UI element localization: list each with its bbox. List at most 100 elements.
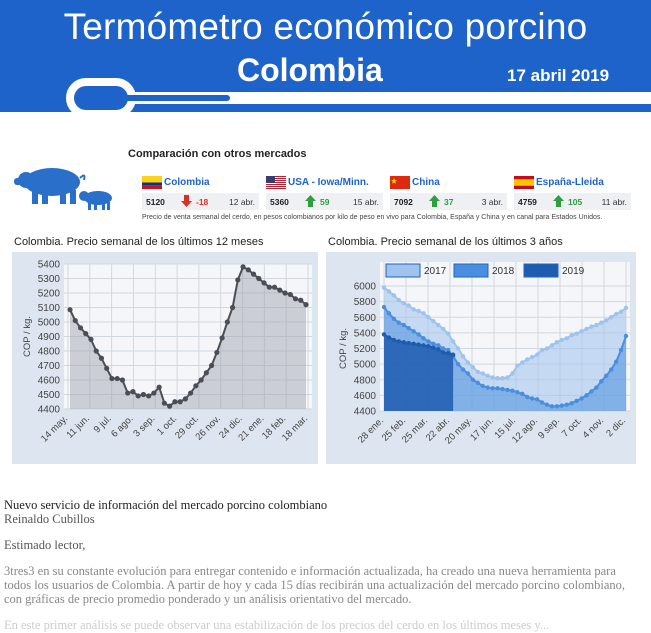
series-area-2019 <box>384 334 454 411</box>
data-point-2018 <box>599 379 604 384</box>
data-point-2018 <box>455 361 461 367</box>
spain-flag-icon <box>514 176 534 189</box>
data-point-2018 <box>495 386 500 391</box>
data-point <box>266 284 272 290</box>
data-point <box>193 383 199 389</box>
data-point <box>98 355 105 361</box>
y-axis-label: COP / kg. <box>338 328 349 369</box>
data-point-2018 <box>604 373 609 379</box>
data-point-2018 <box>470 377 476 382</box>
data-point-2018 <box>549 404 555 409</box>
market-price: 5120 <box>146 197 165 207</box>
data-point <box>156 384 162 390</box>
x-tick-label: 2 dic. <box>604 415 628 439</box>
data-point <box>292 296 299 302</box>
series-line <box>69 265 307 408</box>
y-tick-label: 4800 <box>354 375 377 386</box>
data-point-2017 <box>505 375 510 380</box>
data-point-2017 <box>520 360 525 365</box>
data-point <box>72 317 78 324</box>
market-price: 7092 <box>394 197 413 207</box>
market-usa: USA - Iowa/Minn. 5360 59 15 abr. <box>266 175 383 211</box>
market-name: España-Lleida <box>536 177 604 188</box>
data-point <box>109 375 115 382</box>
legend-label-2018: 2018 <box>492 266 515 277</box>
chart2-title: Colombia. Precio semanal de los últimos … <box>328 236 563 248</box>
market-name: Colombia <box>164 177 210 188</box>
data-point-2018 <box>515 390 520 395</box>
data-point-2019 <box>421 343 426 348</box>
data-point-2017 <box>529 354 535 360</box>
data-point-2019 <box>436 347 441 352</box>
pig-icon <box>14 168 112 210</box>
article-title: Nuevo servicio de información del mercad… <box>4 498 328 512</box>
page-title: Termómetro económico porcino <box>63 6 588 47</box>
data-point-2017 <box>613 311 619 317</box>
data-point-2017 <box>604 318 609 323</box>
y-tick-label: 4400 <box>354 407 377 418</box>
data-point-2018 <box>485 385 490 390</box>
data-point-2018 <box>386 311 392 316</box>
data-point <box>114 375 120 382</box>
data-point-2017 <box>559 337 564 343</box>
data-point-2017 <box>495 375 500 381</box>
x-tick-label: 9 sep. <box>536 415 562 441</box>
data-point-2017 <box>584 326 589 332</box>
data-point-2018 <box>431 341 436 347</box>
data-point-2019 <box>426 343 431 349</box>
data-point <box>182 396 188 402</box>
data-point-2018 <box>441 346 446 351</box>
y-tick-label: 5600 <box>354 313 377 324</box>
data-point <box>282 290 288 296</box>
data-point-2017 <box>406 303 411 308</box>
data-point <box>250 271 257 277</box>
data-point-2018 <box>520 391 525 397</box>
article-faded-text: En este primer análisis se puede observa… <box>4 618 550 632</box>
x-tick-label: 6 ago. <box>109 413 135 439</box>
data-point-2019 <box>391 337 397 343</box>
data-point-2018 <box>475 380 481 386</box>
market-spain: España-Lleida 4759 105 11 abr. <box>514 175 631 211</box>
header-banner: Termómetro económico porcino Colombia 17… <box>0 0 651 118</box>
chart2-svg: 4400 4600 4800 5000 5200 5400 5600 5800 6000 28 e… <box>338 262 630 447</box>
legend-swatch-2018 <box>453 263 489 278</box>
y-tick-label: 5100 <box>38 303 61 314</box>
chart1-panel: 4400 4500 4600 4700 4800 4900 5000 5100 5200 5300… <box>12 252 318 464</box>
article-greeting: Estimado lector, <box>4 538 86 552</box>
data-point-2017 <box>515 363 520 368</box>
market-change: 105 <box>568 197 583 207</box>
data-point-2018 <box>554 404 560 409</box>
market-colombia: Colombia 5120 -18 12 abr. <box>142 175 259 211</box>
data-point-2018 <box>416 332 421 337</box>
data-point <box>298 297 304 303</box>
data-point <box>140 391 147 398</box>
data-point-2018 <box>564 402 569 407</box>
y-tick-label: 4600 <box>38 376 61 387</box>
data-point-2018 <box>544 402 550 407</box>
data-point-2019 <box>386 335 392 340</box>
market-china: China 7092 37 3 abr. <box>390 175 507 211</box>
data-point-2017 <box>421 311 426 316</box>
article: Nuevo servicio de información del mercad… <box>4 498 644 632</box>
data-point <box>119 377 126 383</box>
data-point-2017 <box>446 331 451 336</box>
y-tick-label: 5200 <box>354 344 377 355</box>
data-point-2017 <box>599 320 604 325</box>
y-tick-label: 4800 <box>38 347 61 358</box>
data-point <box>219 335 225 341</box>
x-tick-label: 11 jun. <box>64 413 91 440</box>
arrow-up-icon <box>553 195 564 207</box>
data-point-2017 <box>554 340 560 345</box>
data-point <box>172 399 178 405</box>
x-tick-label: 4 nov. <box>581 415 607 441</box>
x-tick-label: 26 nov. <box>194 413 223 442</box>
data-point-2018 <box>446 347 451 353</box>
data-point <box>261 280 267 286</box>
data-point-2018 <box>510 388 515 393</box>
arrow-down-icon <box>181 195 192 207</box>
data-point <box>67 307 73 313</box>
data-point-2017 <box>485 373 490 379</box>
y-tick-label: 4700 <box>38 361 61 372</box>
data-point-2017 <box>450 339 456 344</box>
data-point-2017 <box>618 309 624 314</box>
